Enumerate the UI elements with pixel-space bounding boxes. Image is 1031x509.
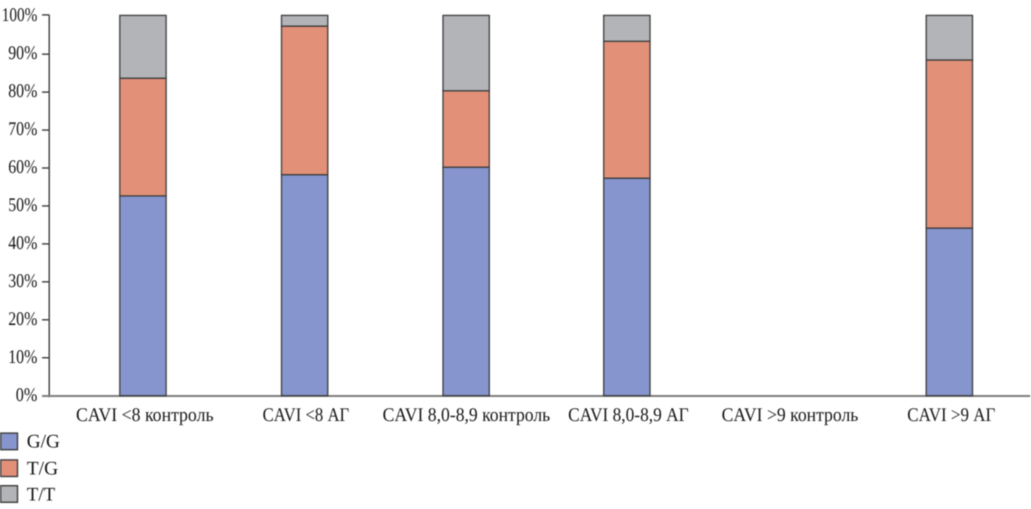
svg-text:CAVI >9 контроль: CAVI >9 контроль xyxy=(722,405,859,426)
svg-text:T/G: T/G xyxy=(27,459,58,480)
svg-text:CAVI <8 контроль: CAVI <8 контроль xyxy=(76,405,214,426)
svg-text:T/T: T/T xyxy=(27,484,56,505)
svg-text:G/G: G/G xyxy=(27,431,60,452)
svg-text:70%: 70% xyxy=(8,119,37,140)
svg-text:100%: 100% xyxy=(2,5,38,26)
svg-text:40%: 40% xyxy=(8,233,37,254)
svg-text:80%: 80% xyxy=(8,81,37,102)
svg-text:CAVI 8,0-8,9 контроль: CAVI 8,0-8,9 контроль xyxy=(383,405,551,426)
svg-text:20%: 20% xyxy=(8,309,37,330)
svg-text:30%: 30% xyxy=(8,271,37,292)
svg-text:90%: 90% xyxy=(8,43,37,64)
svg-text:0%: 0% xyxy=(16,385,38,406)
svg-text:60%: 60% xyxy=(8,157,37,178)
svg-text:CAVI <8 АГ: CAVI <8 АГ xyxy=(263,405,350,426)
svg-text:CAVI >9 АГ: CAVI >9 АГ xyxy=(907,405,995,426)
svg-text:CAVI 8,0-8,9 АГ: CAVI 8,0-8,9 АГ xyxy=(568,405,689,426)
svg-text:10%: 10% xyxy=(8,347,37,368)
svg-text:50%: 50% xyxy=(8,195,37,216)
